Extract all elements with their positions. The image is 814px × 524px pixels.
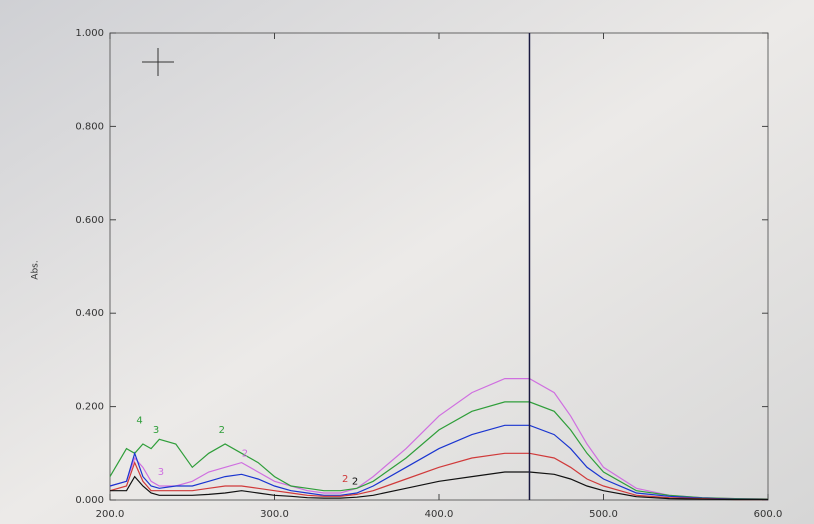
y-tick-label: 1.000: [75, 28, 104, 39]
y-tick-label: 0.000: [75, 495, 104, 506]
y-tick-label: 0.800: [75, 121, 104, 132]
page: Abs. 0.000 0.200 0.400 0.600 0.800 1.000 200.0…: [0, 0, 814, 524]
peak-label: 2: [352, 476, 358, 487]
x-tick-label: 600.0: [754, 509, 783, 520]
x-tick-label: 200.0: [96, 509, 125, 520]
y-axis-label: Abs.: [31, 260, 41, 279]
chart: Abs. 0.000 0.200 0.400 0.600 0.800 1.000 200.0…: [0, 0, 814, 524]
y-tick-label: 0.600: [75, 215, 104, 226]
x-tick-label: 500.0: [589, 509, 618, 520]
y-tick-label: 0.400: [75, 308, 104, 319]
peak-label: 3: [158, 467, 164, 478]
screen: [0, 0, 814, 524]
peak-label: 2: [242, 448, 248, 459]
x-tick-label: 300.0: [260, 509, 289, 520]
peak-label: 4: [136, 416, 142, 427]
peak-label: 2: [219, 425, 225, 436]
x-tick-label: 400.0: [425, 509, 454, 520]
y-tick-label: 0.200: [75, 402, 104, 413]
peak-label: 3: [153, 425, 159, 436]
peak-label: 2: [342, 474, 348, 485]
